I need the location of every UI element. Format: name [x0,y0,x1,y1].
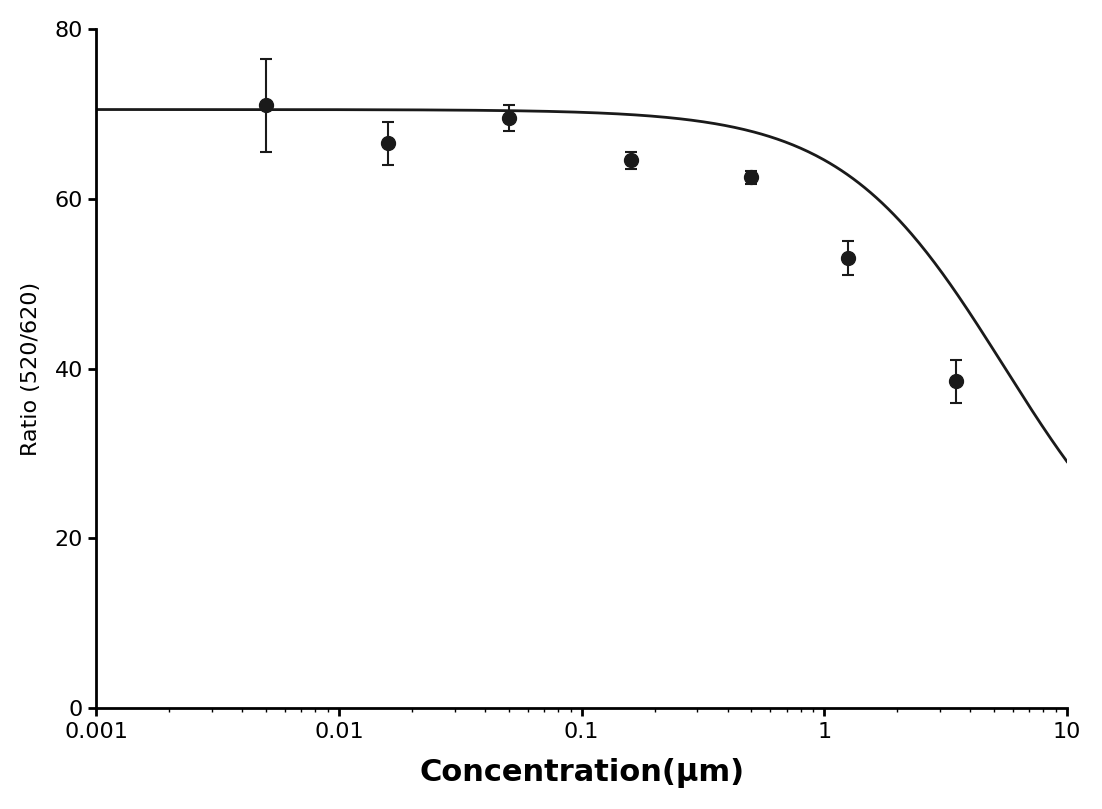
X-axis label: Concentration(μm): Concentration(μm) [419,758,744,788]
Y-axis label: Ratio (520/620): Ratio (520/620) [21,282,41,455]
